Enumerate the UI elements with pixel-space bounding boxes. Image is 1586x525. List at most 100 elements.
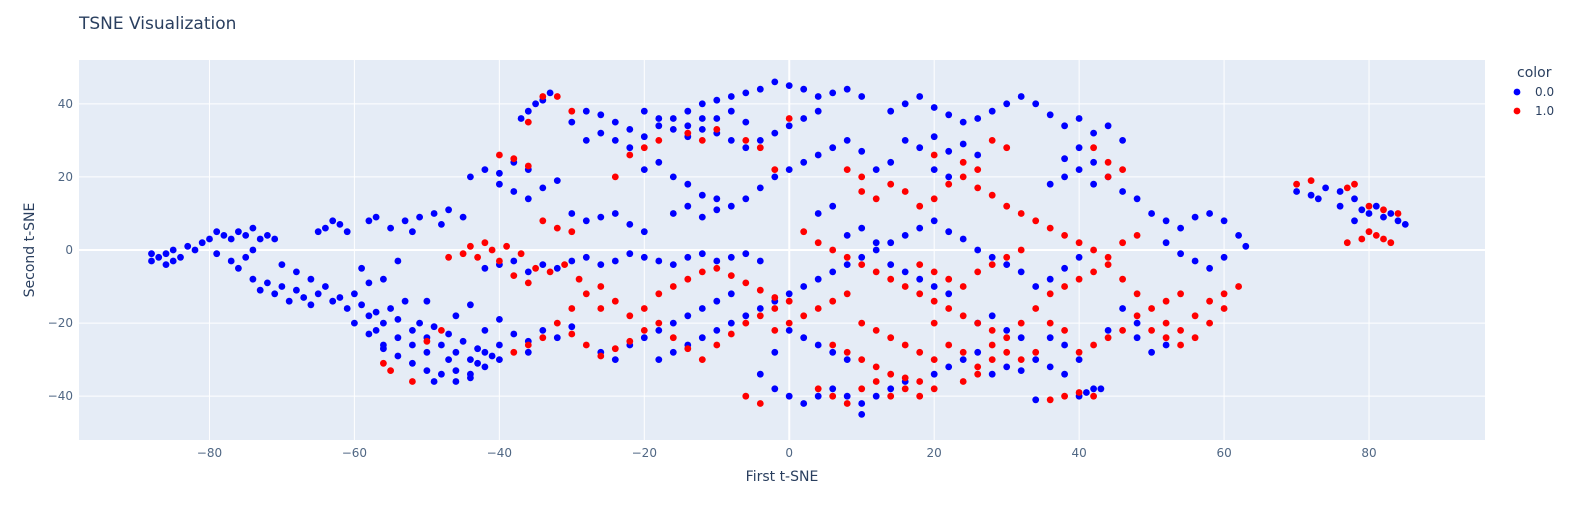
- scatter-point: [481, 348, 489, 356]
- scatter-point: [409, 378, 416, 385]
- scatter-point: [524, 268, 532, 276]
- scatter-point: [829, 341, 837, 349]
- scatter-point: [1061, 264, 1068, 272]
- legend-item-0.0[interactable]: 0.0: [1513, 85, 1554, 99]
- scatter-point: [1003, 363, 1011, 371]
- y-tick-label: 40: [58, 97, 73, 111]
- scatter-point: [1061, 155, 1068, 163]
- scatter-point: [858, 173, 866, 181]
- scatter-point: [930, 217, 938, 225]
- scatter-point: [974, 268, 982, 276]
- scatter-point: [1046, 363, 1054, 371]
- scatter-point: [1046, 334, 1054, 342]
- scatter-point: [814, 305, 822, 312]
- scatter-point: [503, 242, 510, 250]
- scatter-point: [771, 327, 779, 334]
- scatter-point: [285, 297, 293, 305]
- scatter-point: [1119, 327, 1126, 334]
- scatter-point: [626, 125, 634, 133]
- scatter-point: [452, 348, 460, 356]
- scatter-point: [698, 250, 706, 258]
- scatter-point: [669, 210, 677, 217]
- scatter-point: [169, 246, 177, 254]
- scatter-point: [611, 356, 619, 363]
- scatter-point: [785, 82, 793, 89]
- scatter-point: [423, 348, 431, 356]
- scatter-point: [1220, 253, 1228, 261]
- scatter-point: [438, 221, 445, 228]
- scatter-point: [1075, 348, 1083, 356]
- scatter-point: [438, 327, 445, 334]
- scatter-point: [1003, 253, 1011, 261]
- scatter-point: [930, 133, 938, 141]
- scatter-point: [1162, 297, 1170, 305]
- scatter-point: [756, 85, 764, 93]
- scatter-point: [785, 327, 793, 334]
- scatter-point: [858, 319, 866, 327]
- scatter-point: [568, 305, 576, 312]
- scatter-point: [1322, 184, 1329, 192]
- scatter-point: [148, 257, 155, 265]
- scatter-point: [481, 327, 489, 334]
- scatter-point: [727, 137, 735, 144]
- scatter-point: [727, 272, 735, 279]
- scatter-point: [829, 268, 837, 276]
- y-tick-label: 0: [65, 243, 73, 257]
- scatter-point: [945, 363, 953, 371]
- scatter-point: [872, 246, 880, 254]
- scatter-point: [698, 356, 706, 363]
- scatter-point: [698, 268, 706, 276]
- scatter-point: [162, 250, 170, 258]
- scatter-point: [438, 370, 445, 378]
- scatter-point: [1148, 210, 1155, 217]
- legend-item-1.0[interactable]: 1.0: [1513, 104, 1554, 118]
- scatter-point: [698, 305, 706, 312]
- scatter-point: [1075, 275, 1083, 283]
- scatter-point: [1075, 239, 1083, 247]
- scatter-point: [713, 264, 721, 272]
- scatter-point: [800, 283, 808, 290]
- scatter-point: [524, 279, 532, 287]
- scatter-point: [945, 147, 953, 155]
- scatter-point: [669, 334, 677, 342]
- legend-label: 0.0: [1535, 85, 1554, 99]
- scatter-point: [1046, 275, 1054, 283]
- scatter-point: [510, 155, 518, 163]
- scatter-point: [1191, 312, 1199, 320]
- scatter-point: [1003, 348, 1011, 356]
- scatter-point: [988, 191, 996, 199]
- scatter-point: [785, 392, 793, 400]
- scatter-point: [930, 356, 938, 363]
- scatter-point: [1003, 100, 1011, 108]
- scatter-point: [524, 348, 532, 356]
- scatter-point: [1365, 228, 1373, 236]
- scatter-point: [372, 213, 380, 221]
- scatter-point: [387, 224, 394, 232]
- scatter-point: [930, 385, 938, 393]
- scatter-point: [727, 202, 735, 210]
- scatter-point: [481, 166, 489, 174]
- scatter-point: [698, 191, 706, 199]
- scatter-point: [669, 115, 677, 122]
- scatter-point: [785, 115, 793, 122]
- scatter-point: [698, 125, 706, 133]
- scatter-point: [640, 133, 648, 141]
- scatter-point: [640, 228, 648, 236]
- scatter-point: [1075, 253, 1083, 261]
- scatter-point: [655, 137, 663, 144]
- scatter-point: [322, 224, 329, 232]
- scatter-point: [974, 184, 982, 192]
- scatter-point: [713, 297, 721, 305]
- scatter-point: [1191, 213, 1199, 221]
- scatter-point: [887, 239, 895, 247]
- scatter-point: [959, 173, 967, 181]
- scatter-point: [1235, 232, 1242, 239]
- scatter-point: [945, 173, 953, 181]
- scatter-point: [1075, 115, 1083, 122]
- scatter-point: [1090, 144, 1097, 152]
- scatter-point: [1177, 341, 1184, 349]
- scatter-point: [974, 166, 982, 174]
- scatter-point: [669, 348, 677, 356]
- scatter-point: [452, 367, 460, 374]
- scatter-point: [742, 279, 750, 287]
